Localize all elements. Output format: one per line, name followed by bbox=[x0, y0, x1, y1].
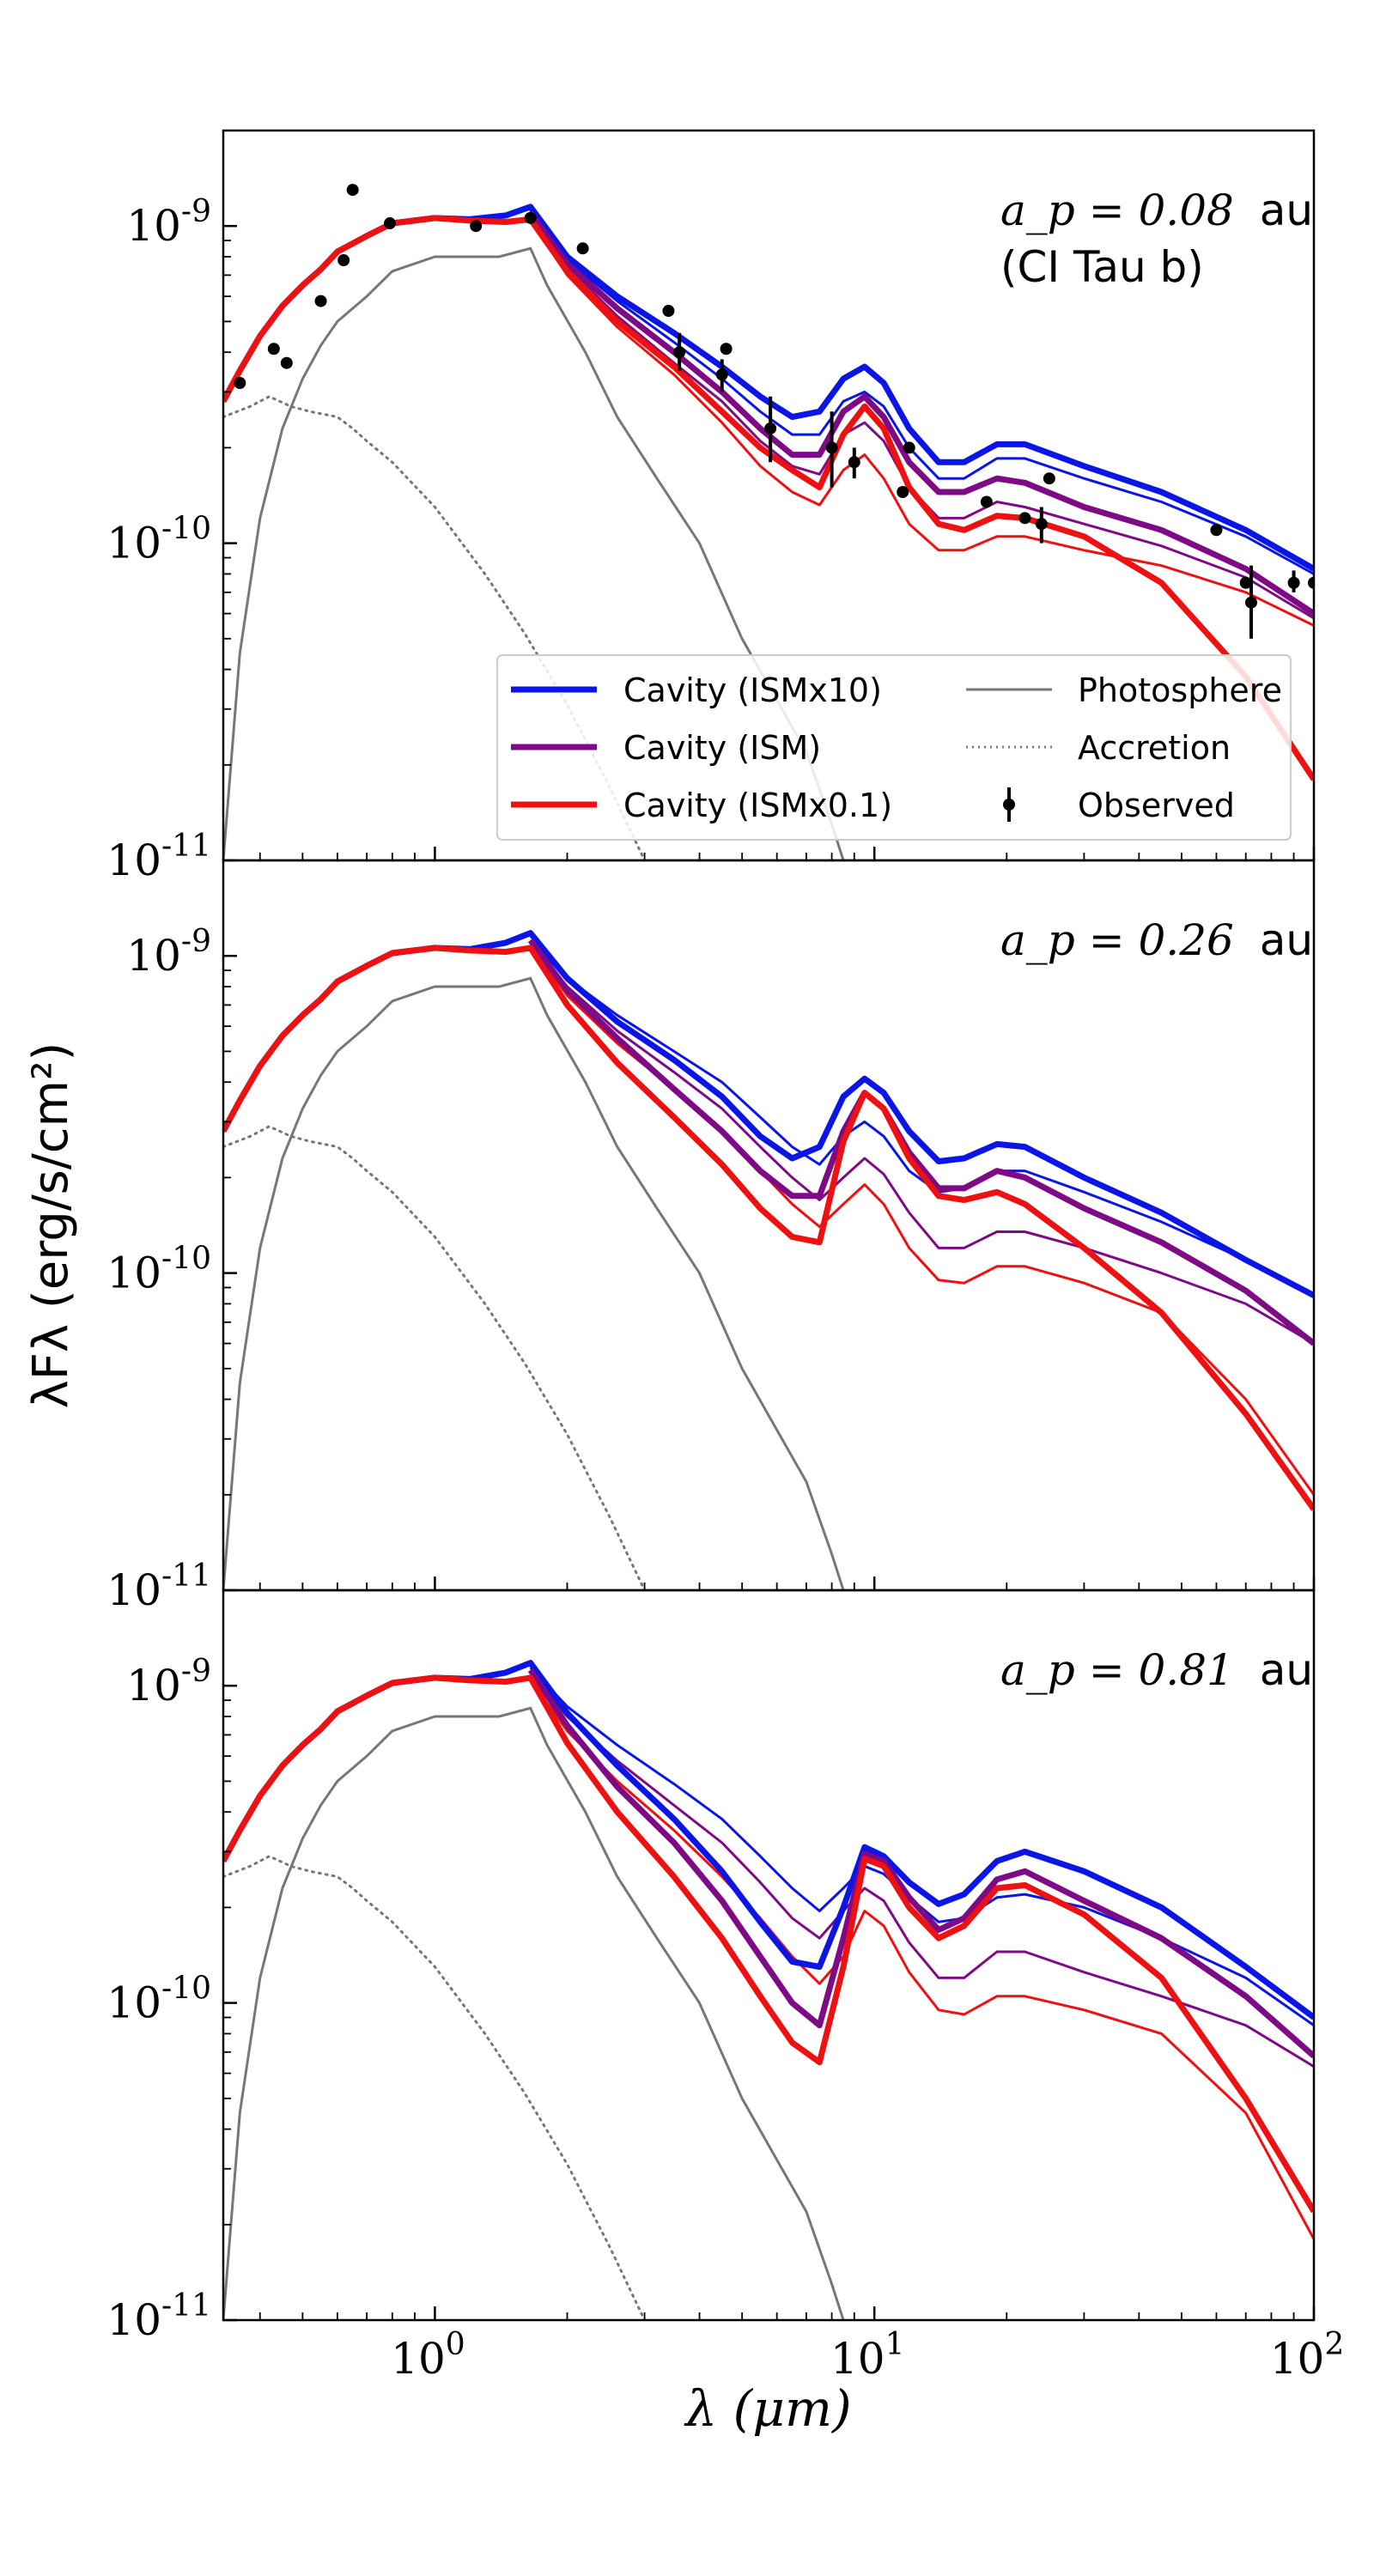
panel-0-cavity-ismx0-1-thin-line bbox=[529, 220, 1314, 627]
panel-1-cavity-ismx0-1-thin-line bbox=[529, 945, 1314, 1496]
observed-point bbox=[848, 456, 860, 469]
observed-point bbox=[715, 368, 728, 381]
y-tick-label: 10-11 bbox=[106, 2288, 211, 2345]
legend-label-ism: Cavity (ISM) bbox=[623, 729, 821, 767]
panel-1: 10-9 10-10 10-11 a_p = 0.26 au bbox=[106, 859, 1316, 1615]
panel-0-label-unit: au bbox=[1260, 185, 1313, 235]
panel-2-label-unit: au bbox=[1260, 1645, 1313, 1695]
legend-box bbox=[496, 654, 1292, 841]
legend-swatch-observed-marker bbox=[1003, 799, 1015, 811]
x-axis-label: λ (μm) bbox=[684, 2379, 851, 2438]
y-tick-label: 10-11 bbox=[106, 829, 211, 885]
y-tick-label: 10-10 bbox=[106, 1971, 211, 2028]
observed-point bbox=[1287, 576, 1300, 589]
x-tick-label: 102 bbox=[1270, 2327, 1345, 2384]
panel-1-label-math: a_p = 0.26 bbox=[1000, 915, 1234, 965]
legend: Cavity (ISMx10) Cavity (ISM) Cavity (ISM… bbox=[496, 654, 1292, 841]
observed-point bbox=[1308, 576, 1314, 589]
panel-2-curves bbox=[223, 1660, 1314, 2320]
observed-point bbox=[280, 356, 293, 369]
panel-0: 10-9 10-10 10-11 a_p = 0.08 au (CI Tau b) bbox=[106, 129, 1316, 885]
panel-1-cavity-ismx0-1-line bbox=[223, 945, 1314, 1511]
observed-point bbox=[267, 343, 280, 355]
observed-point bbox=[337, 254, 350, 267]
panel-0-label-math: a_p = 0.08 bbox=[1000, 185, 1234, 235]
panel-2-photosphere-line bbox=[223, 1706, 845, 2320]
panel-0-cavity-ismx0-1-line bbox=[223, 215, 1314, 781]
observed-point bbox=[524, 211, 537, 224]
y-tick-label: 10-9 bbox=[126, 924, 211, 981]
legend-label-accretion: Accretion bbox=[1078, 729, 1231, 767]
observed-point bbox=[1244, 596, 1257, 609]
observed-point bbox=[346, 184, 359, 197]
panel-0-sublabel: (CI Tau b) bbox=[1000, 242, 1204, 292]
observed-point bbox=[1239, 576, 1252, 589]
observed-point bbox=[897, 485, 909, 498]
panel-2-frame bbox=[222, 1589, 1316, 2322]
observed-point bbox=[673, 346, 686, 359]
panel-0-observed bbox=[234, 184, 1314, 639]
panel-1-frame bbox=[222, 859, 1316, 1592]
panel-2-cavity-ism-thin-line bbox=[529, 1671, 1314, 2068]
panel-1-photosphere-line bbox=[223, 976, 845, 1590]
legend-label-ismx10: Cavity (ISMx10) bbox=[623, 671, 882, 709]
panel-1-curves bbox=[223, 930, 1314, 1590]
legend-label-ismx01: Cavity (ISMx0.1) bbox=[623, 787, 892, 824]
panel-2-cavity-ism-line bbox=[527, 1668, 1314, 2059]
panel-0-curves bbox=[223, 204, 1314, 860]
observed-point bbox=[720, 343, 733, 355]
observed-point bbox=[1018, 512, 1031, 525]
observed-point bbox=[1210, 524, 1223, 537]
panel-2: 10-9 10-10 10-11 a_p = 0.81 au bbox=[106, 1589, 1316, 2345]
observed-point bbox=[825, 441, 838, 454]
x-tick-label: 101 bbox=[830, 2327, 905, 2384]
panel-2-cavity-ismx0-1-thin-line bbox=[529, 1680, 1314, 2240]
observed-point bbox=[314, 295, 327, 307]
legend-label-photosphere: Photosphere bbox=[1078, 671, 1282, 709]
svg-text:a_p = 0.81 au: a_p = 0.81 au bbox=[1000, 1645, 1313, 1695]
y-axis-label: λFλ (erg/s/cm²) bbox=[23, 1042, 79, 1409]
panel-2-label-math: a_p = 0.81 bbox=[1000, 1645, 1234, 1695]
y-tick-label: 10-9 bbox=[126, 1654, 211, 1710]
panel-2-cavity-ismx0-1-line bbox=[223, 1674, 1314, 2214]
y-tick-label: 10-10 bbox=[106, 1242, 211, 1298]
x-tick-label: 100 bbox=[391, 2327, 465, 2384]
observed-point bbox=[384, 217, 397, 230]
panel-1-label-unit: au bbox=[1260, 915, 1313, 965]
observed-point bbox=[576, 242, 589, 255]
panel-0-label: a_p = 0.08 au (CI Tau b) bbox=[1000, 185, 1313, 292]
panel-2-accretion-line bbox=[223, 1855, 647, 2320]
observed-point bbox=[980, 495, 993, 508]
svg-text:a_p = 0.08 au: a_p = 0.08 au bbox=[1000, 185, 1313, 235]
y-tick-label: 10-10 bbox=[106, 512, 211, 568]
observed-point bbox=[470, 220, 483, 233]
panel-0-cavity-ism-thin-line bbox=[529, 215, 1314, 620]
observed-point bbox=[1043, 472, 1055, 485]
panel-2-ticks: 10-9 10-10 10-11 bbox=[106, 1589, 1316, 2345]
svg-text:a_p = 0.26 au: a_p = 0.26 au bbox=[1000, 915, 1313, 965]
observed-point bbox=[662, 305, 675, 318]
panel-1-cavity-ismx10-line bbox=[223, 930, 1314, 1298]
panel-1-accretion-line bbox=[223, 1125, 647, 1590]
observed-point bbox=[234, 376, 246, 389]
y-tick-label: 10-11 bbox=[106, 1558, 211, 1615]
panel-1-ticks: 10-9 10-10 10-11 bbox=[106, 860, 1316, 1615]
panel-1-cavity-ismx10-thin-line bbox=[529, 939, 1314, 1297]
panel-0-accretion-line bbox=[223, 395, 647, 860]
observed-point bbox=[764, 422, 777, 434]
panel-2-label: a_p = 0.81 au bbox=[1000, 1645, 1313, 1695]
panel-0-ticks: 10-9 10-10 10-11 bbox=[106, 130, 1316, 885]
panel-2-cavity-ismx10-thin-line bbox=[529, 1667, 1314, 2026]
x-tick-labels: 100 101 102 bbox=[391, 2327, 1344, 2384]
panel-0-cavity-ism-line bbox=[527, 210, 1314, 617]
legend-label-observed: Observed bbox=[1078, 787, 1235, 824]
observed-point bbox=[903, 441, 915, 454]
y-tick-label: 10-9 bbox=[126, 194, 211, 251]
panel-1-cavity-ism-thin-line bbox=[529, 941, 1314, 1345]
panel-1-label: a_p = 0.26 au bbox=[1000, 915, 1313, 965]
observed-point bbox=[1035, 518, 1048, 531]
